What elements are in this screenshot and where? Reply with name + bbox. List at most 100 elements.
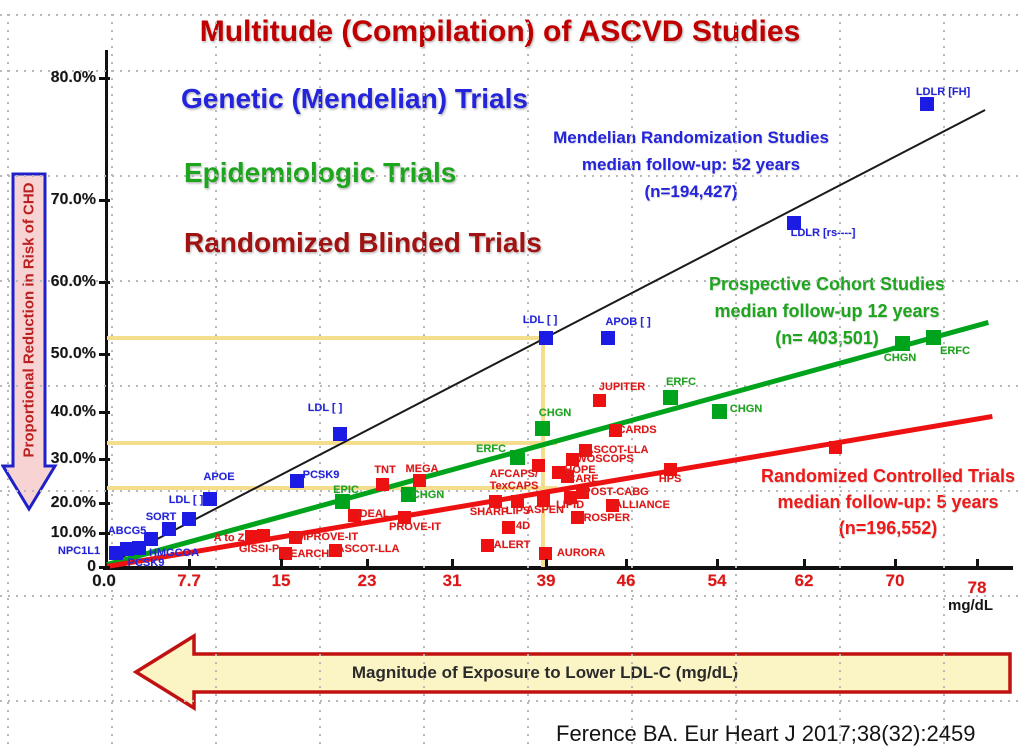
annotation-line: (n=196,552) [838,518,938,538]
data-point-mendelian [290,474,304,488]
data-point-rct [565,452,579,466]
y-tick-label: 30.0% [50,450,96,467]
data-point-rct [828,440,842,454]
data-point-rct [244,529,258,543]
point-label-rct: AURORA [556,547,606,559]
data-point-mendelian [539,331,553,345]
point-label-rct: MEGA [405,463,439,475]
x-tick [451,559,454,566]
point-label-mendelian: SORT [145,511,177,523]
x-tick [545,559,548,566]
annotation-mendelian: Mendelian Randomization Studies median f… [545,124,837,205]
point-label-mendelian: LDL [ ] [307,402,343,414]
y-tick-label: 40.0% [50,403,96,420]
reference-line-vertical [541,337,545,567]
x-axis-line [103,566,1013,570]
point-label-rct: JUPITER [598,381,646,393]
y-axis-arrow-shape [1,172,58,512]
page-title: Multitude (Compilation) of ASCVD Studies [199,15,801,48]
point-label-cohort: CHGN [883,352,917,364]
point-label-rct: WOSCOPS [576,453,634,465]
grid-line-vertical [839,14,841,748]
citation: Ference BA. Eur Heart J 2017;38(32):2459 [556,721,976,746]
point-label-rct: ASCOT-LLA [336,543,400,555]
data-point-cohort [894,335,910,351]
point-label-rct: IMPROVE-IT [293,531,359,543]
annotation-cohort: Prospective Cohort Studies median follow… [694,271,960,352]
point-label-mendelian: LDL [ ] [522,314,558,326]
data-point-cohort [925,329,941,345]
data-point-cohort [534,420,550,436]
point-label-rct: LIPID [555,499,585,511]
grid-line-horizontal [0,14,1024,16]
x-tick-label: 23 [357,571,377,590]
point-label-rct: IDEAL [356,508,390,520]
reference-line-horizontal [107,441,557,445]
point-label-rct: A to Z [213,532,245,544]
x-tick [280,559,283,566]
point-label-mendelian: NPC1L1 [57,545,101,557]
point-label-mendelian: PCSK9 [302,469,340,481]
data-point-rct [563,490,577,504]
data-point-rct [510,494,524,508]
x-tick-label: 46 [616,571,636,590]
point-label-mendelian: APOE [203,471,235,483]
x-axis-arrow [132,632,1012,712]
x-axis-arrow-shape [132,632,1012,712]
grid-line-horizontal [0,280,1024,282]
point-label-cohort: ERFC [666,376,696,388]
data-point-mendelian [109,546,123,560]
y-axis-arrow [1,172,58,512]
point-label-rct: ALLIANCE [614,499,670,511]
data-point-mendelian [162,522,176,536]
point-label-mendelian: PCSK9 [127,557,165,569]
data-point-cohort [400,486,416,502]
heading-genetic-trials: Genetic (Mendelian) Trials [181,83,528,114]
data-point-rct [531,458,545,472]
y-tick-label: 60.0% [50,273,96,290]
point-label-mendelian: HMGCOA [148,547,200,559]
data-point-rct [328,543,342,557]
point-label-rct: GISSI-P [238,543,280,555]
point-label-rct: ASCOT-LLA [585,444,649,456]
x-tick-label: 39 [536,571,556,590]
data-point-rct [536,493,550,507]
point-label-rct: PROSPER [576,512,630,524]
data-point-cohort [334,493,350,509]
data-point-mendelian [787,216,801,230]
point-label-cohort: ERFC [940,345,970,357]
data-point-rct [412,473,426,487]
x-axis-arrow-label: Magnitude of Exposure to Lower LDL-C (mg… [351,663,739,682]
annotation-line: Prospective Cohort Studies [708,274,946,294]
point-label-rct: POST-CABG [583,486,649,498]
point-label-rct: HOPE [564,464,596,476]
grid-line-horizontal [0,70,1024,72]
point-label-rct: ALERT [493,539,531,551]
x-tick [894,559,897,566]
point-label-mendelian: LDLR [FH] [915,86,971,98]
data-point-rct [592,393,606,407]
y-tick [99,566,110,569]
data-point-rct [570,510,584,524]
y-tick-label: 70.0% [50,191,96,208]
point-label-cohort: EPIC [333,484,359,496]
data-point-rct [288,530,302,544]
data-point-rct [501,520,515,534]
x-tick [716,559,719,566]
y-tick [99,77,110,80]
annotation-line: Mendelian Randomization Studies [553,128,829,147]
point-label-mendelian: APOB [ ] [605,316,651,328]
y-tick [99,353,110,356]
annotation-line: median follow-up 12 years [714,301,940,321]
point-label-cohort: CHGN [538,407,572,419]
data-point-mendelian [601,331,615,345]
y-tick [99,199,110,202]
y-tick [99,532,110,535]
y-tick-label: 10.0% [50,524,96,541]
x-tick [803,559,806,566]
grid-line-vertical [423,14,425,748]
y-tick [99,458,110,461]
grid-line-vertical [943,14,945,748]
data-point-rct [575,485,589,499]
point-label-rct: ASPEN [526,504,564,516]
